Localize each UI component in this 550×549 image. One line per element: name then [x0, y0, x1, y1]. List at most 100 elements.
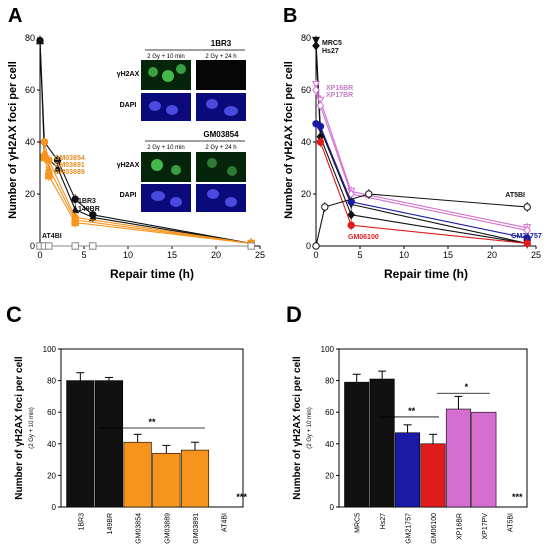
chart-a-label-gm03854: GM03854 — [54, 155, 85, 162]
chart-a-xtick-label-2: 10 — [123, 250, 133, 260]
chart-a-point-1-4 — [88, 213, 97, 222]
chart-d-ytick-label-1: 20 — [325, 471, 334, 480]
inset-nucleus-7 — [227, 166, 237, 176]
chart-d-bar-1 — [369, 378, 395, 508]
chart-d-plot: 0 20 40 60 80 100 MRC5 Hs27 GM21757 GM06100 XP16BR… — [321, 345, 528, 544]
chart-b-point-3-0 — [312, 85, 320, 95]
chart-a-ytick-label-3: 60 — [25, 85, 35, 95]
chart-a: Number of γH2AX foci per cell Repair tim… — [7, 33, 265, 281]
chart-a-point-4-1 — [45, 172, 53, 180]
chart-c-bar-4 — [180, 449, 210, 508]
chart-c-category-label-1: 149BR — [107, 513, 114, 534]
inset-image-dapi-10min-1br3 — [141, 93, 191, 121]
chart-b-series-layer — [311, 35, 532, 250]
chart-c: Number of γH2AX foci per cell (2 Gy + 10… — [14, 345, 247, 544]
chart-d-category-label-2: GM21757 — [406, 513, 413, 544]
chart-c-ytick-label-1: 20 — [47, 471, 56, 480]
chart-d-at5bi-significance: *** — [512, 492, 523, 502]
chart-b-point-4-1 — [316, 122, 325, 131]
panel-label-b: B — [283, 5, 297, 27]
inset-nucleus-6 — [207, 158, 217, 168]
chart-b-xtick-label-2: 10 — [399, 250, 409, 260]
chart-b-ytick-label-0: 0 — [306, 241, 311, 251]
chart-b-xtick-label-1: 5 — [357, 250, 362, 260]
chart-d-ytick-label-4: 80 — [325, 377, 334, 386]
inset-image-dapi-10min-gm03854 — [141, 184, 191, 212]
chart-a-xtick-label-3: 15 — [167, 250, 177, 260]
chart-b-xtick-label-0: 0 — [313, 250, 318, 260]
chart-a-point-5-4 — [89, 242, 97, 250]
chart-c-category-label-0: 1BR3 — [78, 513, 85, 531]
inset-dapi-nucleus-1 — [149, 101, 161, 111]
chart-a-xtick-label-5: 25 — [255, 250, 265, 260]
chart-c-bar-2 — [123, 441, 152, 508]
chart-c-plot: 0 20 40 60 80 100 1BR3 149BR GM03854 GM03889 GM038… — [43, 345, 248, 544]
inset-col1-b: 2 Gy + 10 min — [147, 145, 185, 151]
chart-b-ylabel: Number of γH2AX foci per cell — [283, 61, 295, 219]
inset-image-gh2ax-24h-1br3 — [196, 60, 246, 90]
chart-b-xtick-label-4: 20 — [487, 250, 497, 260]
chart-d-ylabel: Number of γH2AX foci per cell — [292, 356, 303, 500]
chart-b-label-xp16br: XP16BR — [326, 85, 353, 92]
chart-a-label-149br: 149BR — [78, 206, 100, 213]
panel-label-d: D — [286, 302, 302, 327]
chart-b-ytick-label-2: 40 — [301, 137, 311, 147]
chart-b-line-1 — [315, 45, 528, 244]
chart-b-point-5-0 — [316, 138, 325, 146]
chart-c-category-label-4: GM03891 — [193, 513, 200, 544]
chart-d-category-label-4: XP16BR — [456, 513, 463, 540]
inset-row1-a: γH2AX — [117, 71, 140, 78]
chart-a-line-4 — [43, 157, 252, 244]
chart-c-frame — [60, 348, 244, 508]
chart-b-label-xp17br: XP17BR — [326, 92, 353, 99]
chart-d-ytick-label-5: 100 — [321, 345, 335, 354]
chart-b-label-at5bi: AT5BI — [505, 192, 525, 199]
chart-a-xlabel: Repair time (h) — [110, 267, 194, 281]
chart-c-ytick-label-2: 40 — [47, 440, 56, 449]
chart-c-ytick-label-0: 0 — [52, 503, 57, 512]
chart-b-label-gm06100: GM06100 — [348, 234, 379, 241]
inset-col2-b: 2 Gy + 24 h — [205, 145, 236, 151]
chart-d-category-label-3: GM06100 — [431, 513, 438, 544]
chart-b-point-6-0 — [312, 242, 320, 250]
chart-d-ytick-label-2: 40 — [325, 440, 334, 449]
chart-d-category-label-1: Hs27 — [380, 513, 387, 529]
chart-b-point-5-1 — [347, 221, 355, 229]
chart-a-ytick-label-2: 40 — [25, 137, 35, 147]
chart-a-series-layer — [35, 35, 256, 250]
chart-b-line-0 — [315, 40, 528, 244]
inset-dapi-nucleus-5 — [151, 191, 165, 201]
chart-b-point-0-0 — [311, 36, 321, 45]
inset-row2-b: DAPI — [120, 192, 137, 199]
chart-b-ytick-label-3: 60 — [301, 85, 311, 95]
chart-d-ytick-label-3: 60 — [325, 408, 334, 417]
chart-d-significance-label-2: * — [465, 382, 469, 392]
inset-nucleus-4 — [151, 159, 163, 171]
chart-b-label-hs27: Hs27 — [322, 48, 339, 55]
chart-c-ytick-label-4: 80 — [47, 377, 56, 386]
chart-a-label-gm03891: GM03891 — [54, 162, 85, 169]
chart-b-label-gm21757: GM21757 — [511, 233, 542, 240]
chart-c-ylabel: Number of γH2AX foci per cell — [14, 356, 25, 500]
inset-dapi-nucleus-2 — [166, 105, 178, 115]
chart-a-point-0-3 — [71, 195, 79, 203]
chart-a-xtick-label-0: 0 — [37, 250, 42, 260]
chart-b-label-mrc5: MRC5 — [322, 40, 342, 47]
chart-c-category-label-5: AT4BI — [222, 513, 229, 532]
inset-col1-a: 2 Gy + 10 min — [147, 54, 185, 60]
chart-a-label-1br3: 1BR3 — [78, 198, 96, 205]
chart-c-ytick-label-5: 100 — [43, 345, 57, 354]
chart-a-point-4-2 — [71, 218, 79, 227]
chart-b-point-5-2 — [523, 239, 531, 248]
chart-a-point-5-3 — [71, 242, 79, 250]
panel-label-c: C — [6, 302, 22, 327]
chart-d-category-label-0: MRC5 — [355, 513, 362, 533]
chart-b-point-1-0 — [312, 41, 320, 51]
chart-a-line-2 — [43, 141, 252, 244]
chart-d-bar-3 — [420, 443, 446, 508]
inset-dapi-nucleus-3 — [206, 99, 218, 109]
inset-image-dapi-24h-1br3 — [196, 93, 246, 121]
chart-a-ylabel: Number of γH2AX foci per cell — [7, 61, 19, 219]
chart-b-xtick-label-5: 25 — [531, 250, 541, 260]
